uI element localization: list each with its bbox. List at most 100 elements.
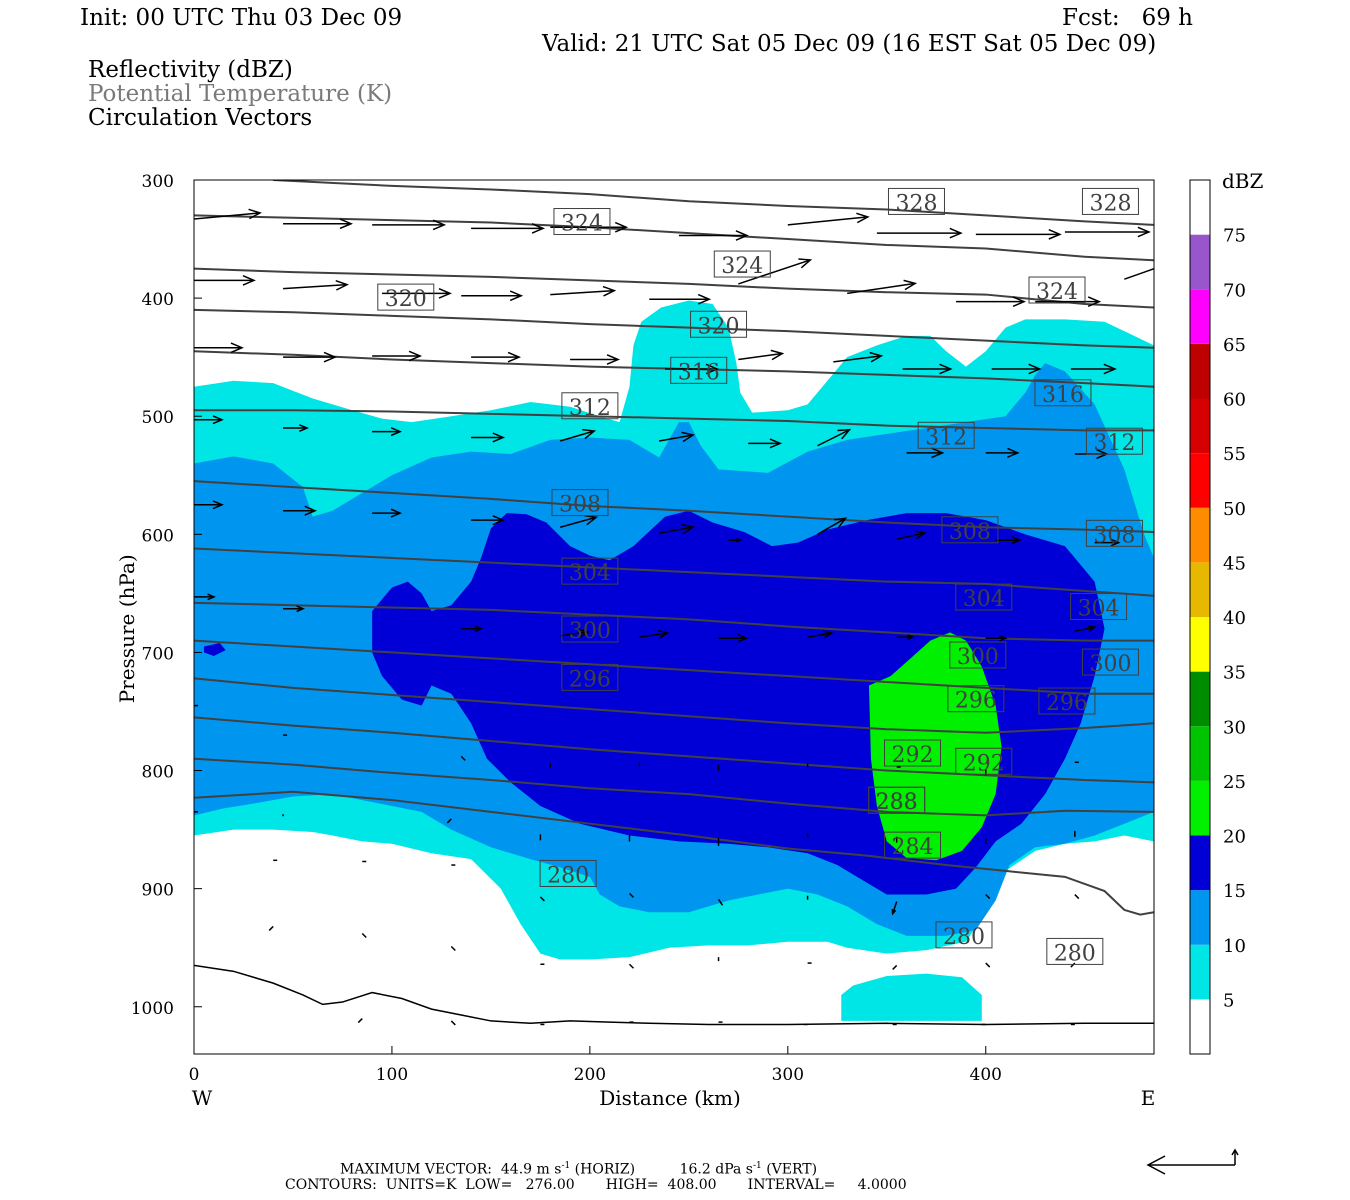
theta-label-text: 304 [1078, 597, 1120, 622]
theta-label-text: 280 [943, 925, 985, 950]
colorbar-bin [1190, 890, 1210, 945]
theta-label: 328 [1081, 187, 1139, 216]
circulation-vector [471, 432, 506, 443]
colorbar-frame [1189, 179, 1211, 1055]
field-circulation-vectors: Circulation Vectors [88, 105, 313, 131]
vector-shaft [807, 632, 832, 638]
theta-label: 308 [941, 516, 999, 545]
theta-label-box [551, 489, 609, 517]
vector-head [681, 523, 696, 535]
terrain-surface [194, 964, 1154, 1026]
theta-label-text: 328 [1089, 191, 1131, 216]
theta-label: 284 [884, 831, 942, 860]
theta-label: 324 [553, 208, 611, 237]
vector-head [408, 350, 423, 362]
colorbar-tick-label: 70 [1223, 280, 1246, 301]
vector-head [438, 288, 452, 299]
vector-head [1087, 625, 1097, 632]
vector-head [837, 428, 852, 440]
colorbar-bin [1190, 453, 1210, 508]
theta-label: 316 [670, 356, 728, 385]
circulation-vector [833, 351, 884, 363]
vector-shaft [1070, 962, 1076, 968]
theta-label: 308 [1085, 519, 1143, 548]
y-tick-label: 800 [142, 763, 174, 783]
circulation-vector [461, 625, 484, 633]
colorbar-bin [1190, 835, 1210, 891]
vector-head [432, 219, 447, 231]
circulation-vector [628, 892, 634, 898]
vector-shaft [833, 355, 882, 363]
theta-contour-300 [194, 601, 1154, 642]
circulation-vector [1074, 894, 1080, 900]
theta-label: 296 [561, 663, 619, 692]
vector-head [681, 431, 696, 443]
circulation-vector [787, 212, 870, 226]
theta-label: 304 [1070, 593, 1128, 622]
max-vector-line: MAXIMUM VECTOR: 44.9 m s-1 (HORIZ) 16.2 … [340, 1158, 817, 1178]
plot-frame [193, 179, 1155, 1055]
x-tick-label: 100 [376, 1065, 408, 1085]
circulation-vector [283, 218, 353, 230]
vector-head [1103, 363, 1117, 375]
colorbar-tick-label: 30 [1223, 717, 1246, 738]
init-time: Init: 00 UTC Thu 03 Dec 09 [80, 5, 403, 31]
reference-vector-icon [1146, 1148, 1239, 1175]
vector-head [949, 227, 963, 239]
vector-head [907, 634, 915, 640]
vector-head [304, 505, 317, 516]
theta-label: 288 [868, 786, 926, 815]
vector-head [823, 630, 834, 639]
circulation-vector [718, 633, 749, 643]
theta-label-box [887, 187, 945, 215]
colorbar-tick-label: 75 [1223, 226, 1246, 247]
vert-tag: (VERT) [766, 1161, 818, 1178]
circulation-vector [717, 898, 724, 906]
circulation-vector [450, 945, 456, 952]
vector-shaft [560, 631, 589, 637]
theta-label-text: 288 [876, 790, 918, 815]
circulation-vector [902, 363, 953, 375]
vector-shaft [559, 516, 597, 528]
colorbar-bin [1190, 234, 1210, 290]
circulation-vector [1094, 538, 1121, 547]
theta-label-box [1034, 379, 1092, 407]
vector-shaft [985, 962, 991, 968]
vector-head [798, 258, 813, 269]
theta-label-text: 328 [895, 191, 937, 216]
vector-shaft [892, 964, 898, 970]
theta-label-text: 304 [963, 587, 1005, 612]
colorbar-tick-label: 40 [1223, 608, 1246, 629]
circulation-vector [1070, 363, 1117, 375]
theta-label-box [1081, 648, 1139, 676]
reflectivity-region-15dbz [203, 642, 226, 656]
theta-label-text: 296 [569, 667, 611, 692]
theta-label-text: 300 [957, 645, 999, 670]
theta-label-text: 324 [561, 212, 603, 237]
vector-head [697, 293, 712, 305]
theta-label-box [539, 859, 597, 887]
theta-label-text: 280 [1054, 941, 1096, 966]
theta-label-text: 320 [698, 314, 740, 339]
theta-label-box [690, 310, 748, 338]
colorbar-bin [1190, 343, 1210, 399]
vector-shaft [1074, 894, 1080, 900]
circulation-vector [659, 431, 696, 443]
vector-shaft [1074, 626, 1095, 632]
theta-label: 320 [377, 283, 435, 312]
vector-shaft [659, 526, 694, 534]
theta-label-box [941, 516, 999, 544]
circulation-vector [450, 1020, 456, 1026]
colorbar-tick-label: 55 [1223, 444, 1246, 465]
vector-shaft [450, 1020, 456, 1026]
horiz-value: 44.9 m s [500, 1161, 562, 1178]
vector-head [299, 424, 309, 432]
theta-label-box [670, 356, 728, 384]
circulation-vector [570, 354, 621, 365]
theta-label: 280 [539, 859, 597, 888]
circulation-vector [1064, 226, 1151, 238]
circulation-vector [559, 428, 597, 442]
vector-head [999, 634, 1008, 642]
colorbar-tick-label: 25 [1223, 772, 1246, 793]
theta-label: 300 [949, 641, 1007, 670]
